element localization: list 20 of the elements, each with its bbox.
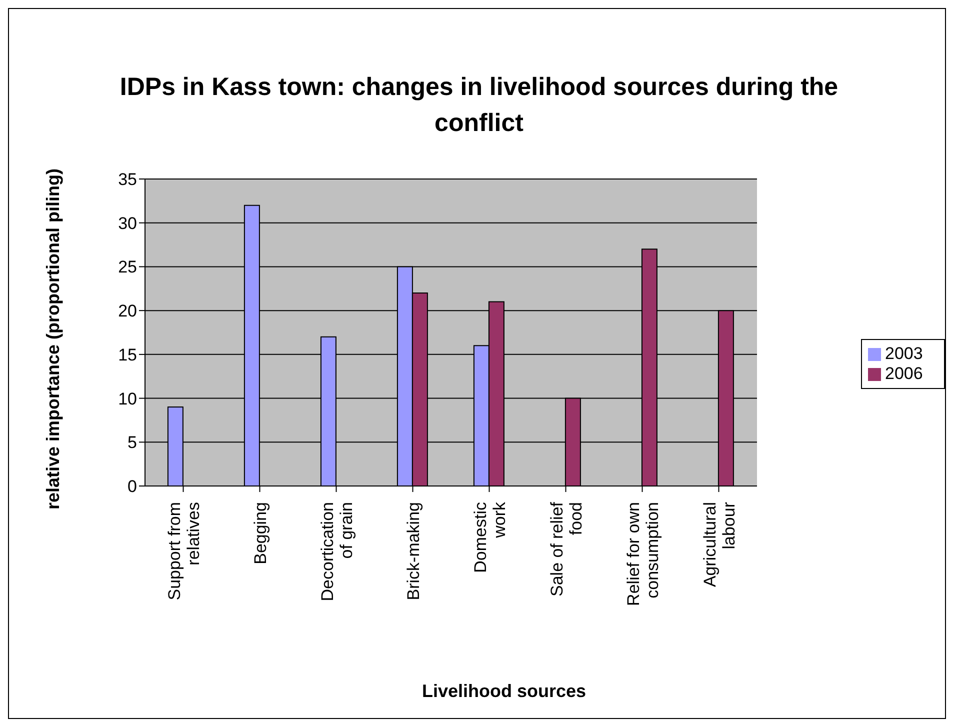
y-tick-label: 0 bbox=[128, 477, 137, 496]
legend-label: 2003 bbox=[885, 344, 923, 362]
chart-title: IDPs in Kass town: changes in livelihood sources during the conflict bbox=[118, 72, 840, 139]
x-tick-label: Sale of relief food bbox=[547, 502, 586, 596]
y-tick-label: 5 bbox=[128, 433, 137, 452]
x-tick-label: Decortication of grain bbox=[318, 502, 356, 602]
y-axis-title: relative importance (proportional piling) bbox=[42, 168, 64, 510]
y-tick-label: 15 bbox=[118, 345, 137, 364]
x-axis-title: Livelihood sources bbox=[420, 681, 588, 702]
y-tick-label: 25 bbox=[118, 258, 137, 277]
x-tick-label: Domestic work bbox=[470, 502, 509, 573]
x-tick-label: Brick-making bbox=[404, 502, 423, 600]
x-tick-label: Agricultural labour bbox=[700, 502, 738, 588]
y-tick-label: 20 bbox=[118, 302, 137, 321]
x-tick-label: Support from relatives bbox=[164, 502, 203, 600]
y-tick-label: 30 bbox=[118, 214, 137, 233]
legend-label: 2006 bbox=[885, 364, 923, 382]
y-tick-label: 10 bbox=[118, 389, 137, 408]
y-tick-label: 35 bbox=[118, 170, 137, 190]
x-tick-label: Begging bbox=[250, 502, 270, 564]
